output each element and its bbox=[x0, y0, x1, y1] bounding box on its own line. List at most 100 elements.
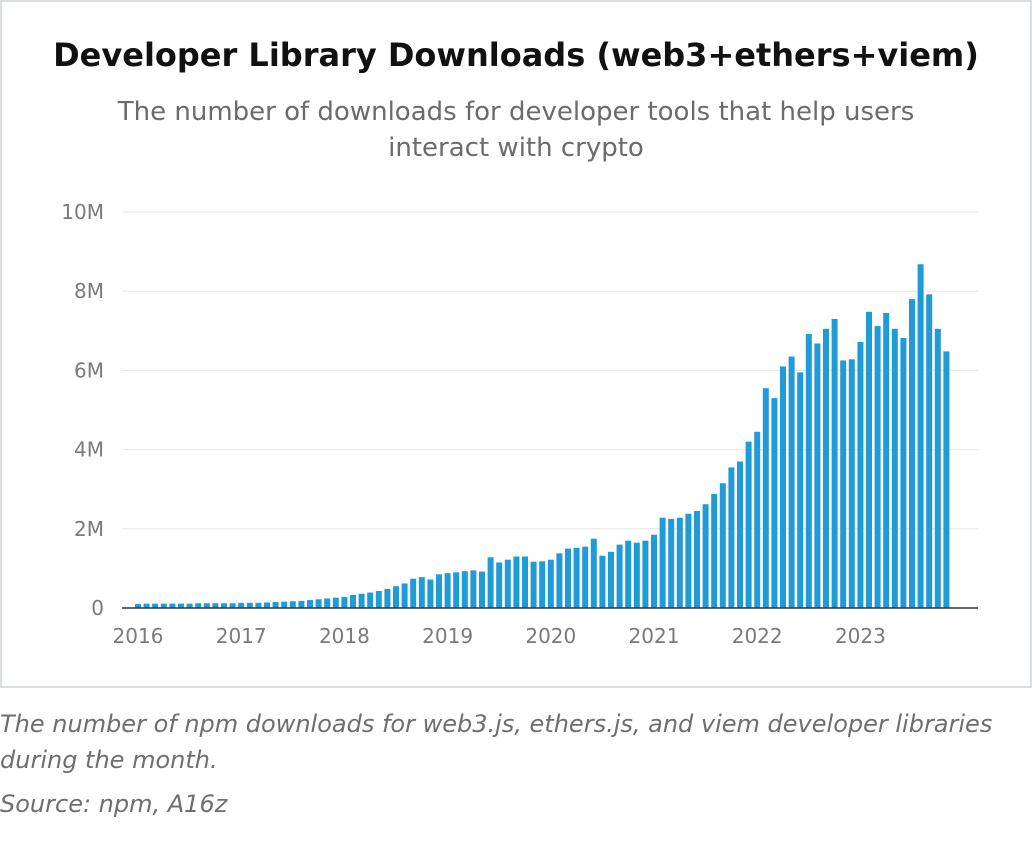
bar bbox=[522, 556, 528, 608]
bar bbox=[900, 337, 907, 608]
bar bbox=[771, 398, 778, 608]
bar bbox=[212, 603, 219, 608]
bar bbox=[461, 571, 468, 608]
bar bbox=[358, 593, 365, 608]
bar bbox=[203, 603, 210, 608]
x-tick-label: 2016 bbox=[113, 624, 164, 648]
bar bbox=[298, 600, 305, 608]
bar bbox=[823, 328, 829, 608]
x-tick-label: 2022 bbox=[732, 624, 783, 648]
bar bbox=[530, 561, 537, 608]
bar bbox=[186, 603, 193, 608]
bar bbox=[866, 311, 872, 608]
bar bbox=[909, 299, 915, 608]
bar bbox=[169, 603, 176, 608]
bar bbox=[840, 360, 847, 608]
bar bbox=[195, 603, 202, 608]
x-tick-label: 2023 bbox=[835, 624, 886, 648]
bar bbox=[573, 547, 580, 608]
chart-subtitle: The number of downloads for developer to… bbox=[117, 97, 915, 163]
chart-title: Developer Library Downloads (web3+ethers… bbox=[53, 36, 979, 74]
bar bbox=[788, 356, 795, 608]
x-tick-label: 2017 bbox=[216, 624, 267, 648]
bar bbox=[289, 601, 296, 608]
x-tick-label: 2019 bbox=[422, 624, 473, 648]
bar bbox=[547, 559, 554, 608]
bar bbox=[315, 599, 322, 608]
bar bbox=[891, 328, 898, 608]
bar bbox=[367, 592, 374, 608]
bar bbox=[642, 540, 649, 608]
bar bbox=[307, 600, 313, 608]
bar bbox=[178, 603, 184, 608]
bar bbox=[599, 555, 606, 608]
bars bbox=[135, 264, 950, 608]
bar bbox=[728, 467, 735, 608]
x-tick-label: 2018 bbox=[319, 624, 370, 648]
bar bbox=[281, 601, 288, 608]
bar bbox=[668, 518, 675, 608]
bar bbox=[762, 388, 769, 608]
bar bbox=[633, 542, 640, 608]
footnote: The number of npm downloads for web3.js,… bbox=[0, 710, 993, 774]
x-tick-label: 2021 bbox=[629, 624, 680, 648]
bar bbox=[221, 603, 227, 608]
bar bbox=[341, 596, 348, 608]
bar bbox=[479, 571, 485, 608]
bar bbox=[324, 598, 331, 608]
bar bbox=[246, 602, 253, 608]
y-tick-labels: 0 2M 4M 6M 8M 10M bbox=[61, 200, 104, 620]
bar bbox=[272, 602, 279, 608]
bar bbox=[332, 597, 339, 608]
bar bbox=[444, 573, 451, 608]
y-tick-label: 10M bbox=[61, 200, 104, 224]
y-tick-label: 8M bbox=[74, 279, 104, 303]
x-tick-label: 2020 bbox=[525, 624, 576, 648]
y-tick-label: 4M bbox=[74, 438, 104, 462]
bar-chart: 0 2M 4M 6M 8M 10M 2016 2017 2018 2019 2020 2021 202… bbox=[61, 200, 978, 648]
bar bbox=[152, 603, 159, 608]
bar bbox=[848, 359, 855, 608]
bar bbox=[943, 351, 950, 608]
bar bbox=[513, 556, 520, 608]
bar bbox=[238, 602, 245, 608]
bar bbox=[160, 603, 167, 608]
x-tick-labels: 2016 2017 2018 2019 2020 2021 2022 2023 bbox=[113, 624, 886, 648]
bar bbox=[625, 540, 632, 608]
bar bbox=[565, 548, 571, 608]
bar bbox=[539, 561, 546, 608]
bar bbox=[504, 559, 511, 608]
y-tick-label: 6M bbox=[74, 358, 104, 382]
bar bbox=[375, 590, 382, 608]
bar bbox=[676, 517, 683, 608]
bar bbox=[805, 333, 812, 608]
bar bbox=[737, 461, 743, 608]
bar bbox=[934, 328, 941, 608]
bar bbox=[745, 441, 752, 608]
bar bbox=[436, 574, 442, 608]
bar bbox=[384, 588, 391, 608]
bar bbox=[255, 602, 262, 608]
bar bbox=[393, 586, 399, 608]
source-note: Source: npm, A16z bbox=[0, 790, 228, 818]
bar bbox=[883, 312, 890, 608]
bar bbox=[831, 318, 838, 608]
bar bbox=[857, 341, 864, 608]
bar bbox=[711, 493, 718, 608]
bar bbox=[608, 551, 614, 608]
bar bbox=[917, 264, 924, 608]
bar bbox=[702, 504, 709, 608]
bar bbox=[229, 603, 236, 608]
bar bbox=[496, 562, 503, 608]
y-tick-label: 2M bbox=[74, 517, 104, 541]
bar bbox=[143, 603, 150, 608]
y-tick-label: 0 bbox=[91, 596, 104, 620]
bar bbox=[410, 578, 417, 608]
bar bbox=[350, 594, 356, 608]
bar bbox=[556, 553, 563, 608]
bar bbox=[418, 577, 425, 608]
bar bbox=[685, 513, 692, 608]
bar bbox=[797, 372, 804, 608]
bar bbox=[453, 572, 460, 608]
bar bbox=[659, 517, 666, 608]
